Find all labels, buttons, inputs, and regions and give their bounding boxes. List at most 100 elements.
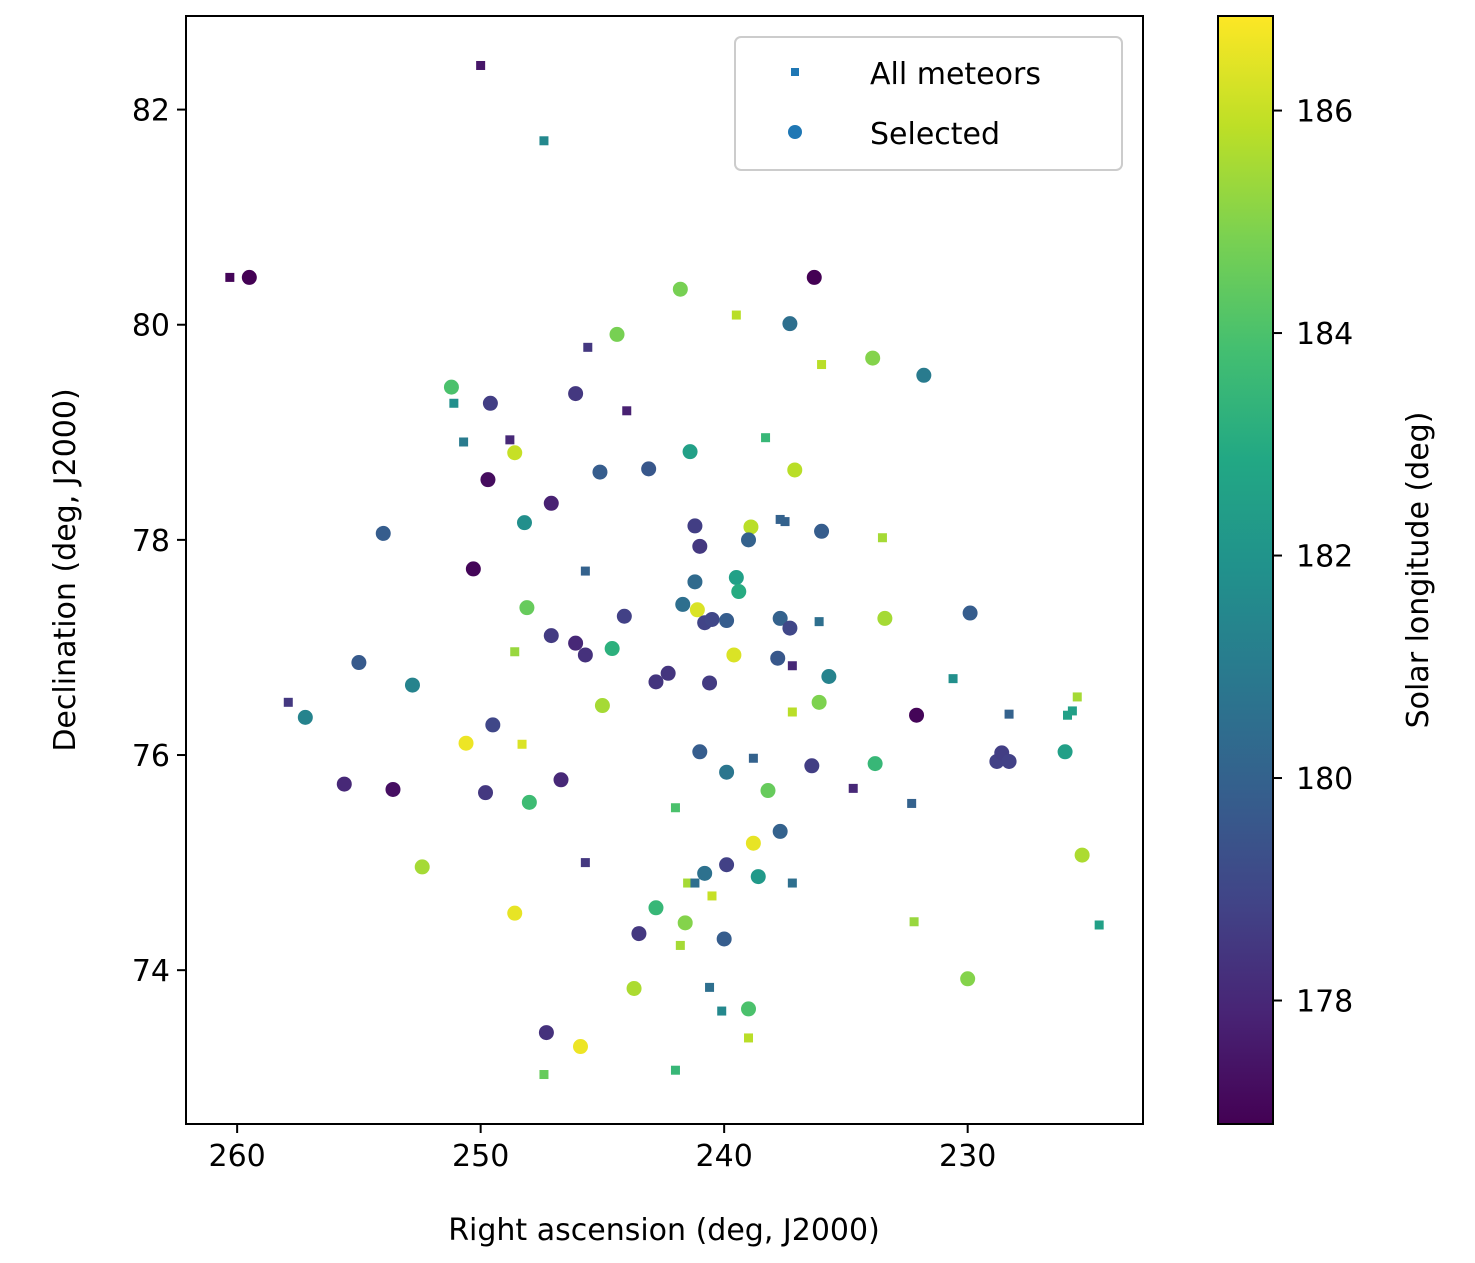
selected-point [692, 538, 708, 554]
selected-point [772, 823, 788, 839]
selected-point [719, 613, 735, 629]
selected-point [909, 707, 925, 723]
selected-point [682, 444, 698, 460]
y-tick-label: 82 [132, 94, 170, 129]
selected-point [507, 905, 523, 921]
selected-point [572, 1039, 588, 1055]
selected-point [745, 835, 761, 851]
selected-point [719, 857, 735, 873]
all-meteors-point [787, 878, 797, 888]
selected-point [336, 776, 352, 792]
selected-point [594, 698, 610, 714]
selected-point [770, 650, 786, 666]
all-meteors-point [476, 60, 486, 70]
selected-point [677, 915, 693, 931]
colorbar-tick-label: 186 [1296, 95, 1353, 130]
all-meteors-point [744, 1033, 754, 1043]
selected-point [804, 758, 820, 774]
selected-point [604, 641, 620, 657]
all-meteors-point [814, 617, 824, 627]
all-meteors-point [683, 878, 693, 888]
all-meteors-point [877, 533, 887, 543]
selected-point [787, 462, 803, 478]
selected-point [782, 316, 798, 332]
all-meteors-point [848, 783, 858, 793]
y-tick-label: 80 [132, 309, 170, 344]
all-meteors-point [948, 674, 958, 684]
x-tick-label: 250 [452, 1139, 509, 1174]
selected-point [750, 869, 766, 885]
selected-point [731, 584, 747, 600]
selected-point [521, 794, 537, 810]
selected-point [716, 931, 732, 947]
all-meteors-point [1067, 706, 1077, 716]
y-axis-ticks: 74 76 78 80 82 [132, 94, 186, 989]
x-tick-label: 240 [696, 1139, 753, 1174]
all-meteors-point [761, 433, 771, 443]
all-meteors-point [580, 566, 590, 576]
selected-point [1057, 744, 1073, 760]
all-meteors-point [690, 878, 700, 888]
all-meteors-point [622, 406, 632, 416]
selected-point [616, 608, 632, 624]
selected-point [960, 971, 976, 987]
all-meteors-point [1063, 710, 1073, 720]
selected-point [648, 674, 664, 690]
all-meteors-point [283, 697, 293, 707]
selected-point [568, 635, 584, 651]
all-meteors-point [907, 798, 917, 808]
selected-point [592, 464, 608, 480]
all-meteors-point [675, 940, 685, 950]
legend-square-marker [791, 68, 799, 76]
all-meteors-point [670, 1065, 680, 1075]
all-meteors-point [748, 753, 758, 763]
selected-point [719, 764, 735, 780]
selected-point [811, 694, 827, 710]
all-meteors-point [505, 435, 515, 445]
selected-point [631, 926, 647, 942]
colorbar-tick-label: 184 [1296, 317, 1353, 352]
selected-point [743, 519, 759, 535]
selected-point [962, 605, 978, 621]
selected-point [609, 326, 625, 342]
colorbar-tick-label: 180 [1296, 762, 1353, 797]
selected-point [697, 865, 713, 881]
all-meteors-point [670, 803, 680, 813]
selected-point [385, 781, 401, 797]
all-meteors-point [705, 982, 715, 992]
selected-point [538, 1025, 554, 1041]
all-meteors-point [539, 136, 549, 146]
all-meteors-point [787, 661, 797, 671]
all-meteors-point [449, 398, 459, 408]
selected-point [675, 596, 691, 612]
all-meteors-point [787, 707, 797, 717]
all-meteors-point [225, 272, 235, 282]
selected-point [1074, 847, 1090, 863]
all-meteors-point [1094, 920, 1104, 930]
selected-point [648, 900, 664, 916]
all-meteors-point [1004, 709, 1014, 719]
selected-point [626, 980, 642, 996]
selected-point [672, 281, 688, 297]
selected-point [568, 386, 584, 402]
colorbar [1217, 15, 1274, 1125]
all-meteors-point [707, 891, 717, 901]
selected-point [443, 379, 459, 395]
legend: All meteors Selected [734, 36, 1123, 171]
y-tick-label: 74 [132, 954, 170, 989]
selected-point [814, 523, 830, 539]
selected-point [543, 495, 559, 511]
all-meteors-point [1072, 692, 1082, 702]
y-tick-label: 76 [132, 739, 170, 774]
selected-point [726, 647, 742, 663]
selected-point [782, 620, 798, 636]
all-meteors-point [510, 647, 520, 657]
all-meteors-point [717, 1006, 727, 1016]
selected-point [458, 735, 474, 751]
selected-point [480, 472, 496, 488]
all-meteors-point [583, 342, 593, 352]
selected-point [692, 744, 708, 760]
selected-point [741, 532, 757, 548]
legend-box [734, 36, 1123, 171]
